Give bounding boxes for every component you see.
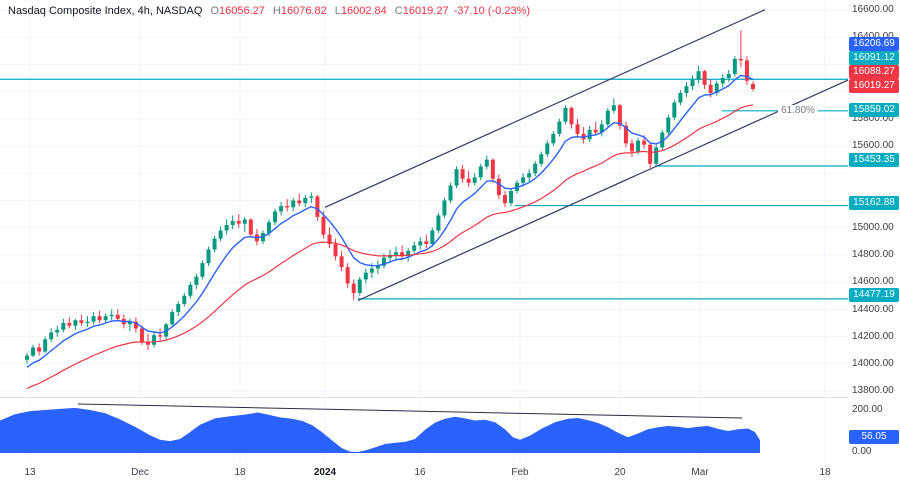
price-badge: 16088.27 <box>849 65 899 79</box>
price-axis[interactable]: 16600.00 16400.00 15800.00 15600.00 15000.00… <box>848 0 900 462</box>
ohlc-high: H16076.82 <box>272 5 327 17</box>
time-axis[interactable]: 13 Dec 18 2024 16 Feb 20 Mar 18 <box>0 462 900 484</box>
price-tick-label: 15600.00 <box>852 140 894 151</box>
ohlc-open: O16056.27 <box>210 5 265 17</box>
indicator-tick-label: 0.00 <box>852 446 872 457</box>
time-label: 16 <box>414 467 426 478</box>
time-label: Mar <box>691 467 709 478</box>
time-label: 2024 <box>313 467 337 478</box>
price-tick-label: 16400.00 <box>852 31 894 43</box>
price-tick-label: 14800.00 <box>852 249 894 260</box>
ohlc-close: C16019.27 <box>394 5 449 17</box>
time-label: 13 <box>24 467 36 478</box>
price-badge: 16091.12 <box>849 51 899 65</box>
price-tick-label: 14000.00 <box>852 358 894 369</box>
time-label: 18 <box>234 467 246 478</box>
price-badge: 16019.27 <box>849 79 899 93</box>
price-tick-label: 15800.00 <box>852 113 894 124</box>
price-tick-label: 14200.00 <box>852 331 894 342</box>
symbol-legend: Nasdaq Composite Index, 4h, NASDAQ O1605… <box>8 5 530 17</box>
price-tick-label: 15000.00 <box>852 222 894 233</box>
price-tick-label: 16600.00 <box>852 4 894 15</box>
price-badge: 15162.88 <box>849 196 899 210</box>
time-label: 20 <box>614 467 626 478</box>
price-badge: 14477.19 <box>849 288 899 302</box>
time-label: Dec <box>131 467 149 478</box>
price-change: -37.10 (-0.23%) <box>453 5 531 17</box>
price-tick-label: 14400.00 <box>852 304 894 315</box>
price-badge: 16206.69 <box>849 37 899 51</box>
indicator-tick-label: 200.00 <box>852 404 883 415</box>
time-label: Feb <box>511 467 529 478</box>
price-badge: 15859.02 <box>849 103 899 117</box>
price-tick-label: 14600.00 <box>852 276 894 287</box>
time-label: 18 <box>819 467 831 478</box>
ohlc-low: L16002.84 <box>334 5 387 17</box>
fib-level-label: 61.80% <box>778 104 818 116</box>
price-tick-label: 13800.00 <box>852 385 894 396</box>
price-badge: 15453.35 <box>849 153 899 167</box>
indicator-value-badge: 56.05 <box>849 430 899 445</box>
symbol-title[interactable]: Nasdaq Composite Index, 4h, NASDAQ <box>8 5 203 17</box>
